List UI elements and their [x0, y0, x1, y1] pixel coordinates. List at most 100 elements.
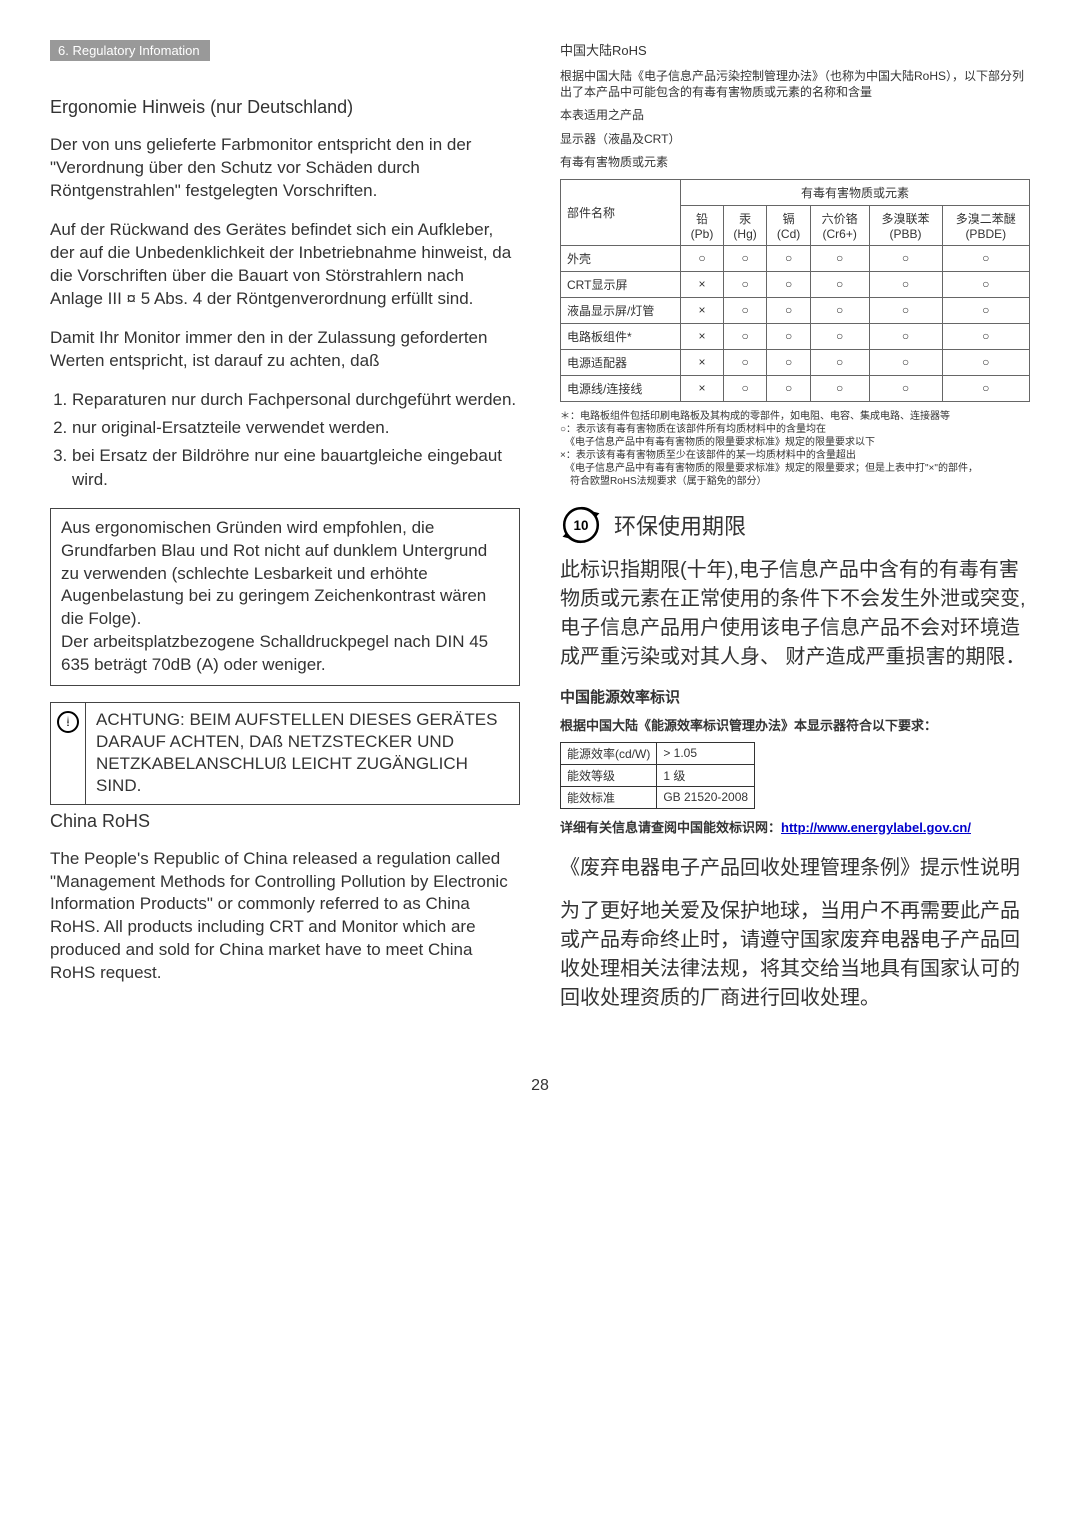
substance-cell: ○ — [723, 323, 767, 349]
energy-link-line: 详细有关信息请查阅中国能效标识网：http://www.energylabel.… — [560, 817, 1030, 836]
energy-value-cell: > 1.05 — [657, 742, 755, 764]
table-row: 外壳○○○○○○ — [561, 245, 1030, 271]
ergo-para-2: Auf der Rückwand des Gerätes befindet si… — [50, 219, 520, 311]
ergo-list: Reparaturen nur durch Fachpersonal durch… — [50, 388, 520, 491]
substance-col: 汞(Hg) — [723, 205, 767, 245]
substance-cell: ○ — [942, 323, 1029, 349]
energy-link-prefix: 详细有关信息请查阅中国能效标识网： — [560, 820, 781, 835]
part-name-cell: CRT显示屏 — [561, 271, 681, 297]
achtung-text: ACHTUNG: BEIM AUFSTELLEN DIESES GERÄTES … — [86, 703, 519, 803]
substance-col: 六价铬(Cr6+) — [810, 205, 869, 245]
cn-rohs-title: 中国大陆RoHS — [560, 40, 1030, 59]
energy-table: 能源效率(cd/W)> 1.05能效等级1 级能效标准GB 21520-2008 — [560, 742, 755, 809]
part-name-cell: 电源线/连接线 — [561, 375, 681, 401]
substance-cell: ○ — [869, 271, 942, 297]
substance-cell: ○ — [723, 349, 767, 375]
substance-cell: ○ — [942, 349, 1029, 375]
ergo-para-3: Damit Ihr Monitor immer den in der Zulas… — [50, 327, 520, 373]
substance-cell: ○ — [942, 271, 1029, 297]
achtung-icon-cell — [51, 703, 86, 803]
substance-cell: ○ — [767, 323, 811, 349]
energy-value-cell: GB 21520-2008 — [657, 786, 755, 808]
table-row: 电源线/连接线×○○○○○ — [561, 375, 1030, 401]
china-rohs-para: The People's Republic of China released … — [50, 848, 520, 986]
substance-cell: ○ — [723, 297, 767, 323]
ergonomie-heading: Ergonomie Hinweis (nur Deutschland) — [50, 97, 520, 118]
part-name-cell: 电路板组件* — [561, 323, 681, 349]
substance-cell: ○ — [723, 271, 767, 297]
display-type: 显示器（液晶及CRT） — [560, 132, 1030, 148]
substance-cell: ○ — [869, 375, 942, 401]
substance-cell: × — [681, 271, 724, 297]
substance-cell: ○ — [681, 245, 724, 271]
left-column: 6. Regulatory Infomation Ergonomie Hinwe… — [50, 40, 520, 1027]
substance-cell: × — [681, 375, 724, 401]
substance-cell: × — [681, 323, 724, 349]
env-use-para: 此标识指期限(十年),电子信息产品中含有的有毒有害物质或元素在正常使用的条件下不… — [560, 556, 1030, 672]
table-row: 电路板组件*×○○○○○ — [561, 323, 1030, 349]
substance-cell: ○ — [810, 349, 869, 375]
substance-cell: ○ — [942, 245, 1029, 271]
part-name-cell: 液晶显示屏/灯管 — [561, 297, 681, 323]
substance-cell: ○ — [767, 375, 811, 401]
substance-cell: ○ — [869, 349, 942, 375]
warning-icon — [57, 711, 79, 733]
energy-label-intro: 根据中国大陆《能源效率标识管理办法》本显示器符合以下要求： — [560, 715, 1030, 734]
substance-cell: ○ — [767, 297, 811, 323]
table-row: 能效等级1 级 — [561, 764, 755, 786]
table-row: 能源效率(cd/W)> 1.05 — [561, 742, 755, 764]
part-name-cell: 外壳 — [561, 245, 681, 271]
substance-col: 多溴二苯醚(PBDE) — [942, 205, 1029, 245]
page-content: 6. Regulatory Infomation Ergonomie Hinwe… — [0, 0, 1080, 1057]
substance-cell: ○ — [942, 375, 1029, 401]
env-use-row: 10 环保使用期限 — [560, 504, 1030, 546]
energy-key-cell: 能效等级 — [561, 764, 657, 786]
col-part-name: 部件名称 — [561, 179, 681, 245]
substance-cell: × — [681, 349, 724, 375]
recycle-title: 《废弃电器电子产品回收处理管理条例》提示性说明 — [560, 854, 1030, 883]
ergo-para-1: Der von uns gelieferte Farbmonitor entsp… — [50, 134, 520, 203]
energy-link[interactable]: http://www.energylabel.gov.cn/ — [781, 820, 971, 835]
energy-key-cell: 能效标准 — [561, 786, 657, 808]
substance-cell: ○ — [810, 245, 869, 271]
ergo-list-item-3: bei Ersatz der Bildröhre nur eine bauart… — [72, 444, 520, 492]
ergo-list-item-2: nur original-Ersatzteile verwendet werde… — [72, 416, 520, 440]
ergo-note-box: Aus ergonomischen Gründen wird empfohlen… — [50, 508, 520, 687]
table-row: 电源适配器×○○○○○ — [561, 349, 1030, 375]
substance-cell: ○ — [810, 323, 869, 349]
substance-cell: ○ — [869, 297, 942, 323]
substance-col: 多溴联苯(PBB) — [869, 205, 942, 245]
substance-cell: ○ — [767, 271, 811, 297]
ergo-list-item-1: Reparaturen nur durch Fachpersonal durch… — [72, 388, 520, 412]
right-column: 中国大陆RoHS 根据中国大陆《电子信息产品污染控制管理办法》（也称为中国大陆R… — [560, 40, 1030, 1027]
table-row: CRT显示屏×○○○○○ — [561, 271, 1030, 297]
table-row: 能效标准GB 21520-2008 — [561, 786, 755, 808]
env-period-icon: 10 — [560, 504, 602, 546]
svg-text:10: 10 — [574, 518, 589, 533]
toxic-substances-title: 有毒有害物质或元素 — [560, 155, 1030, 171]
energy-key-cell: 能源效率(cd/W) — [561, 742, 657, 764]
substances-table: 部件名称 有毒有害物质或元素 铅(Pb)汞(Hg)镉(Cd)六价铬(Cr6+)多… — [560, 179, 1030, 402]
cn-rohs-intro: 根据中国大陆《电子信息产品污染控制管理办法》（也称为中国大陆RoHS），以下部分… — [560, 69, 1030, 100]
energy-label-heading: 中国能源效率标识 — [560, 686, 1030, 707]
substance-cell: ○ — [767, 245, 811, 271]
substance-cell: ○ — [810, 271, 869, 297]
part-name-cell: 电源适配器 — [561, 349, 681, 375]
table-notes: ＊：电路板组件包括印刷电路板及其构成的零部件，如电阻、电容、集成电路、连接器等 … — [560, 410, 1030, 488]
substance-cell: ○ — [767, 349, 811, 375]
table-row: 液晶显示屏/灯管×○○○○○ — [561, 297, 1030, 323]
substance-cell: × — [681, 297, 724, 323]
col-group-header: 有毒有害物质或元素 — [681, 179, 1030, 205]
china-rohs-heading: China RoHS — [50, 811, 520, 832]
energy-value-cell: 1 级 — [657, 764, 755, 786]
substance-cell: ○ — [869, 245, 942, 271]
applicable-products: 本表适用之产品 — [560, 108, 1030, 124]
substance-cell: ○ — [723, 245, 767, 271]
substance-cell: ○ — [942, 297, 1029, 323]
substance-cell: ○ — [869, 323, 942, 349]
env-use-title: 环保使用期限 — [614, 509, 746, 541]
substance-cell: ○ — [810, 297, 869, 323]
page-number: 28 — [0, 1077, 1080, 1095]
achtung-box: ACHTUNG: BEIM AUFSTELLEN DIESES GERÄTES … — [50, 702, 520, 804]
substance-cell: ○ — [810, 375, 869, 401]
